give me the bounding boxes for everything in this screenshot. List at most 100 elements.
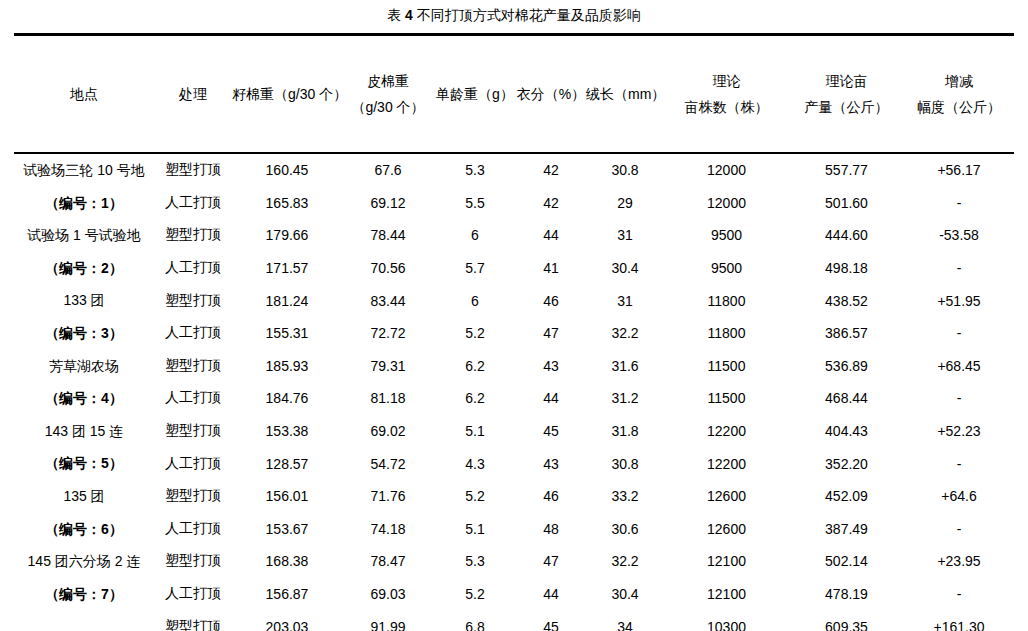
value-cell: 78.44	[342, 219, 434, 252]
value-cell: 10300	[664, 610, 789, 631]
location-name: 133 团	[14, 284, 154, 317]
value-cell: 70.56	[342, 252, 434, 285]
value-cell: +68.45	[904, 350, 1014, 383]
value-cell: 557.77	[789, 153, 904, 186]
table-row: 135 团（编号：6）塑型打顶156.0171.765.24633.212600…	[14, 480, 1014, 513]
value-cell: -	[904, 382, 1014, 415]
location-name: 135 团	[14, 480, 154, 513]
value-cell: 44	[516, 382, 586, 415]
value-cell: 12100	[664, 578, 789, 611]
value-cell: 609.35	[789, 610, 904, 631]
value-cell: 31.2	[586, 382, 664, 415]
value-cell: 31.8	[586, 415, 664, 448]
value-cell: 47	[516, 545, 586, 578]
value-cell: 179.66	[232, 219, 342, 252]
header-change-range: 增减幅度（公斤）	[904, 35, 1014, 154]
value-cell: 71.76	[342, 480, 434, 513]
value-cell: 203.03	[232, 610, 342, 631]
caption-suffix: 不同打顶方式对棉花产量及品质影响	[413, 7, 641, 23]
value-cell: 46	[516, 284, 586, 317]
value-cell: 31	[586, 219, 664, 252]
header-seed-cotton-weight: 籽棉重（g/30 个）	[232, 35, 342, 154]
header-yield-per-mu: 理论亩产量（公斤）	[789, 35, 904, 154]
value-cell: 438.52	[789, 284, 904, 317]
location-cell: 133 团（编号：3）	[14, 284, 154, 349]
location-name: 试验场 1 号试验地	[14, 219, 154, 252]
value-cell: 9500	[664, 252, 789, 285]
value-cell: 444.60	[789, 219, 904, 252]
location-cell: 135 团（编号：6）	[14, 480, 154, 545]
value-cell: 69.02	[342, 415, 434, 448]
value-cell: 44	[516, 219, 586, 252]
value-cell: -53.58	[904, 219, 1014, 252]
value-cell: 34	[586, 610, 664, 631]
value-cell: +64.6	[904, 480, 1014, 513]
value-cell: 5.1	[434, 415, 516, 448]
cotton-yield-table: 地点 处理 籽棉重（g/30 个） 皮棉重（g/30 个） 单龄重（g） 衣分（…	[14, 33, 1014, 631]
value-cell: 171.57	[232, 252, 342, 285]
value-cell: 42	[516, 186, 586, 219]
location-code: （编号：2）	[14, 252, 154, 285]
value-cell: 156.01	[232, 480, 342, 513]
value-cell: 165.83	[232, 186, 342, 219]
value-cell: 156.87	[232, 578, 342, 611]
table-row: 试验场 1 号试验地（编号：2）塑型打顶179.6678.44644319500…	[14, 219, 1014, 252]
value-cell: 32.2	[586, 545, 664, 578]
header-plants-per-mu: 理论亩株数（株）	[664, 35, 789, 154]
value-cell: 33.2	[586, 480, 664, 513]
treatment-cell: 塑型打顶	[154, 153, 232, 186]
location-name: 芳草湖农场	[14, 350, 154, 383]
value-cell: 6	[434, 219, 516, 252]
table-body: 试验场三轮 10 号地（编号：1）塑型打顶160.4567.65.34230.8…	[14, 153, 1014, 631]
table-row: 143 团 15 连（编号：5）塑型打顶153.3869.025.14531.8…	[14, 415, 1014, 448]
treatment-cell: 塑型打顶	[154, 350, 232, 383]
table-row: 人工打顶156.8769.035.24430.412100478.19-	[14, 578, 1014, 611]
value-cell: 5.5	[434, 186, 516, 219]
value-cell: 30.8	[586, 447, 664, 480]
value-cell: 31.6	[586, 350, 664, 383]
value-cell: 72.72	[342, 317, 434, 350]
location-code: （编号：6）	[14, 513, 154, 546]
value-cell: 32.2	[586, 317, 664, 350]
treatment-cell: 塑型打顶	[154, 545, 232, 578]
value-cell: 498.18	[789, 252, 904, 285]
value-cell: 12600	[664, 480, 789, 513]
value-cell: -	[904, 317, 1014, 350]
value-cell: 5.3	[434, 545, 516, 578]
header-boll-weight: 单龄重（g）	[434, 35, 516, 154]
treatment-cell: 塑型打顶	[154, 610, 232, 631]
value-cell: -	[904, 252, 1014, 285]
location-name: 145 团六分场 2 连	[14, 545, 154, 578]
value-cell: 155.31	[232, 317, 342, 350]
location-cell: 试验场 1 号试验地（编号：2）	[14, 219, 154, 284]
location-code: （编号：3）	[14, 317, 154, 350]
value-cell: 5.2	[434, 578, 516, 611]
value-cell: 30.6	[586, 513, 664, 546]
treatment-cell: 塑型打顶	[154, 480, 232, 513]
table-row: 人工打顶171.5770.565.74130.49500498.18-	[14, 252, 1014, 285]
value-cell: 153.67	[232, 513, 342, 546]
value-cell: 386.57	[789, 317, 904, 350]
location-cell: 芳草湖农场（编号：4）	[14, 350, 154, 415]
location-code: （编号：7）	[14, 578, 154, 611]
caption-prefix: 表	[387, 7, 405, 23]
value-cell: 43	[516, 447, 586, 480]
value-cell: 387.49	[789, 513, 904, 546]
value-cell: 54.72	[342, 447, 434, 480]
treatment-cell: 人工打顶	[154, 317, 232, 350]
value-cell: 79.31	[342, 350, 434, 383]
table-row: 145 团六分场 2 连（编号：7）塑型打顶168.3878.475.34732…	[14, 545, 1014, 578]
treatment-cell: 塑型打顶	[154, 219, 232, 252]
value-cell: 452.09	[789, 480, 904, 513]
value-cell: 12100	[664, 545, 789, 578]
treatment-cell: 塑型打顶	[154, 415, 232, 448]
value-cell: 48	[516, 513, 586, 546]
value-cell: 30.4	[586, 252, 664, 285]
table-caption: 表 4 不同打顶方式对棉花产量及品质影响	[0, 6, 1028, 25]
value-cell: 12200	[664, 415, 789, 448]
value-cell: +161.30	[904, 610, 1014, 631]
location-code: （编号：4）	[14, 382, 154, 415]
value-cell: 12000	[664, 186, 789, 219]
value-cell: 46	[516, 480, 586, 513]
table-row: 试验场三轮 10 号地（编号：1）塑型打顶160.4567.65.34230.8…	[14, 153, 1014, 186]
